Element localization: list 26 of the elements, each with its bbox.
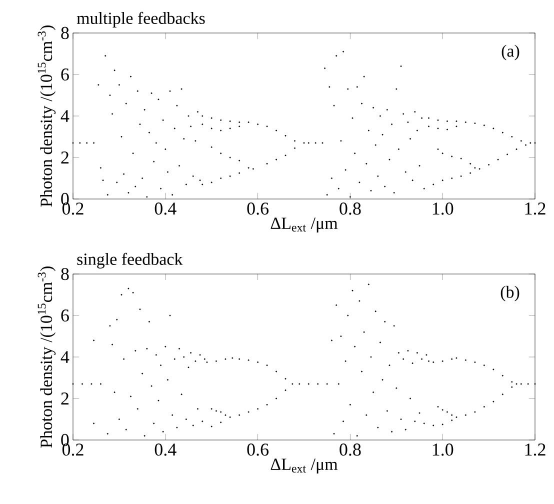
annotation: (a) [502, 44, 520, 60]
x-tick-label: 1.2 [525, 444, 546, 456]
x-tick-label: 0.4 [154, 202, 176, 215]
y-tick-label: 8 [61, 26, 69, 40]
y-axis-title: Photon density /(10$^{15}$cm$^{-3}$) [38, 26, 56, 207]
annotation: (b) [500, 286, 520, 302]
y-tick-label: 6 [61, 68, 69, 81]
y-tick-label: 6 [61, 309, 69, 322]
x-tick-label: 1.2 [525, 202, 546, 215]
x-tick-label: 0.6 [247, 202, 269, 215]
chart-title: multiple feedbacks [76, 12, 205, 28]
x-tick-label: 1.0 [432, 202, 454, 215]
chart-title: single feedback [77, 252, 183, 268]
y-tick-label: 8 [61, 268, 69, 280]
y-tick-label: 4 [60, 110, 70, 122]
y-axis-title: Photon density /(10$^{15}$cm$^{-3}$) [38, 266, 56, 448]
x-tick-label: 1.0 [432, 444, 454, 456]
x-tick-label: 0.4 [154, 444, 176, 456]
x-tick-label: 0.8 [340, 444, 361, 456]
x-axis-title: ΔL$_{ext}$ /μm [270, 458, 338, 474]
y-tick-label: 2 [61, 392, 68, 404]
y-tick-label: 4 [60, 351, 70, 363]
x-axis-title: ΔL$_{ext}$ /μm [270, 218, 338, 232]
x-tick-label: 0.6 [247, 444, 269, 456]
x-tick-label: 0.8 [340, 202, 361, 215]
y-tick-label: 2 [61, 152, 68, 164]
